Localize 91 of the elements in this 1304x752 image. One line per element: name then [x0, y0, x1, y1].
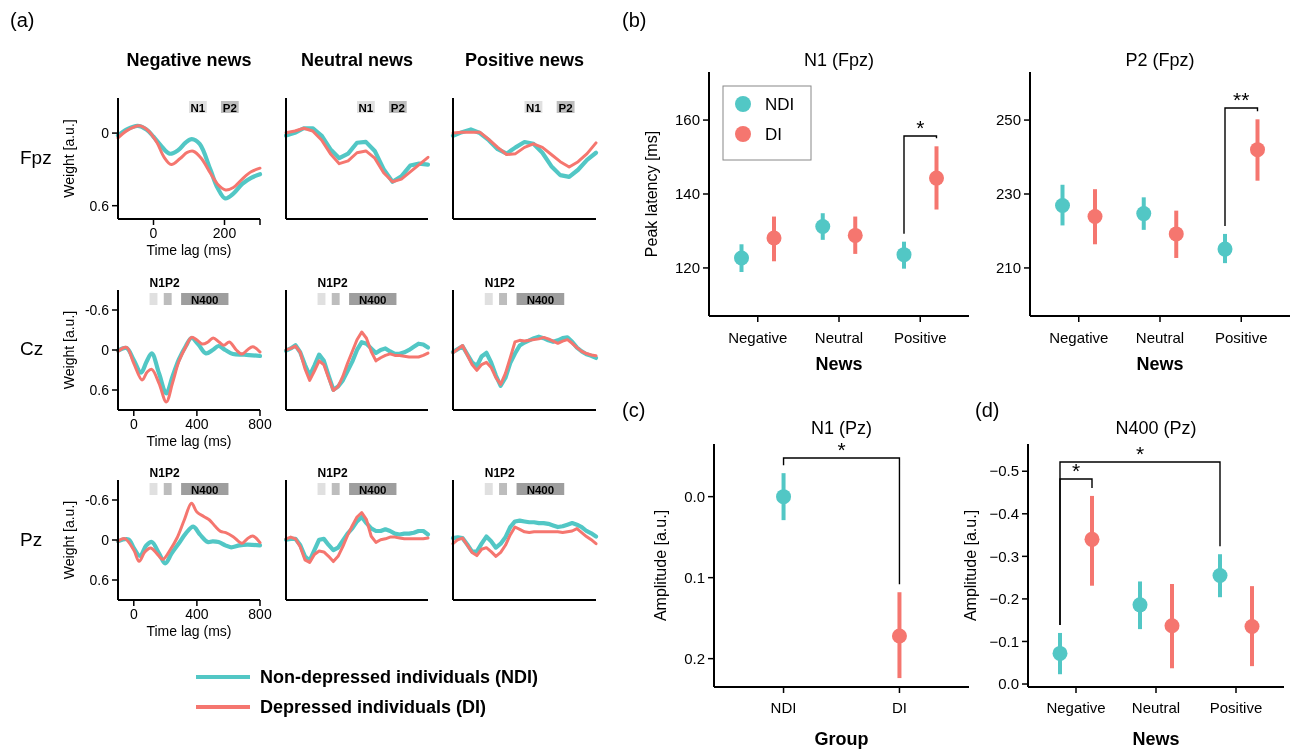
- text: N400: [526, 483, 555, 496]
- text: N400: [526, 293, 555, 306]
- y-axis-title: Peak latency [ms]: [643, 130, 660, 258]
- y-tick-label: -0.6: [84, 491, 110, 508]
- x-tick-label: Neutral: [1131, 699, 1181, 716]
- annotation: *: [916, 116, 925, 139]
- y-tick-label: −0.4: [989, 505, 1019, 523]
- text: Fpz: [20, 147, 52, 168]
- y-tick-label: 0: [101, 124, 110, 141]
- legend-label: NDI: [765, 95, 795, 114]
- x-tick-label: 0: [129, 416, 138, 432]
- x-tick-label: Positive: [1209, 699, 1263, 716]
- y-axis-title: Amplitude [a.u.]: [652, 509, 669, 622]
- chart-title: P2 (Fpz): [1125, 50, 1195, 70]
- x-tick-label: 0: [129, 606, 138, 622]
- x-tick-label: Negative: [728, 329, 788, 346]
- annotation: N1P2: [149, 466, 180, 480]
- chart-title: N1 (Fpz): [803, 50, 875, 70]
- y-tick-label: 0.6: [89, 197, 110, 214]
- y-tick-label: −0.2: [989, 590, 1019, 608]
- x-tick-label: 800: [248, 416, 272, 432]
- band-label: N400: [191, 293, 219, 306]
- chart-title: Positive news: [464, 50, 585, 70]
- x-axis-title: Time lag (ms): [146, 623, 232, 639]
- y-tick-label: 0.1: [684, 568, 705, 586]
- y-tick-label: -0.6: [84, 301, 110, 318]
- annotation: N1P2: [149, 276, 180, 290]
- y-tick-label: 160: [674, 111, 700, 129]
- x-tick-label: 400: [185, 606, 209, 622]
- x-tick-label: NDI: [770, 699, 797, 716]
- legend-label: Depressed individuals (DI): [260, 697, 487, 717]
- x-tick-label: Neutral: [1135, 329, 1185, 346]
- legend-label: DI: [765, 125, 782, 144]
- annotation: *: [1135, 442, 1145, 465]
- x-tick-label: 200: [212, 225, 237, 241]
- chart-title: N400 (Pz): [1115, 418, 1197, 438]
- y-tick-label: −0.3: [989, 547, 1019, 565]
- y-axis-title: Weight [a.u.]: [61, 119, 77, 198]
- y-tick-label: 0.0: [998, 675, 1019, 693]
- y-tick-label: 210: [995, 259, 1021, 277]
- x-axis-title: News: [1136, 354, 1184, 374]
- text: N400: [359, 483, 387, 496]
- text: Cz: [20, 338, 44, 359]
- annotation: *: [837, 438, 846, 461]
- x-axis-title: Group: [814, 729, 869, 749]
- text: N1P2: [484, 466, 516, 480]
- x-tick-label: DI: [891, 699, 907, 716]
- y-axis-title: Amplitude [a.u.]: [962, 509, 979, 622]
- y-axis-title: Weight [a.u.]: [61, 500, 77, 580]
- y-tick-label: 120: [674, 259, 700, 277]
- text: N1P2: [484, 276, 516, 290]
- x-axis-title: News: [1132, 729, 1180, 749]
- text: (d): [975, 399, 1000, 421]
- y-tick-label: 230: [995, 185, 1021, 203]
- y-tick-label: 0: [101, 531, 110, 548]
- chart-title: Negative news: [126, 50, 252, 70]
- y-tick-label: 0.0: [684, 487, 705, 505]
- band-label: N400: [191, 483, 219, 496]
- y-tick-label: 140: [674, 185, 700, 203]
- x-tick-label: 800: [248, 606, 272, 622]
- y-tick-label: 0.2: [684, 649, 705, 667]
- legend-label: Non-depressed individuals (NDI): [260, 667, 539, 687]
- text: (a): [10, 9, 35, 31]
- band-label: P2: [222, 101, 237, 114]
- chart-title: N1 (Pz): [810, 418, 873, 438]
- y-axis-title: Weight [a.u.]: [61, 310, 77, 390]
- x-tick-label: Neutral: [814, 329, 864, 346]
- annotation: *: [1071, 459, 1081, 482]
- y-tick-label: 0.6: [89, 571, 110, 588]
- x-tick-label: Positive: [893, 329, 947, 346]
- y-tick-label: 250: [995, 111, 1021, 129]
- x-tick-label: Negative: [1046, 699, 1106, 716]
- text: N1P2: [317, 276, 348, 290]
- x-tick-label: Negative: [1049, 329, 1109, 346]
- y-tick-label: −0.5: [989, 462, 1019, 480]
- x-axis-title: Time lag (ms): [146, 242, 232, 258]
- chart-title: Neutral news: [300, 50, 414, 70]
- text: (c): [622, 399, 646, 421]
- text: N1P2: [317, 466, 348, 480]
- x-axis-title: Time lag (ms): [146, 433, 232, 449]
- x-tick-label: 400: [185, 416, 209, 432]
- text: Pz: [20, 529, 43, 550]
- annotation: **: [1233, 88, 1250, 111]
- x-tick-label: Positive: [1214, 329, 1268, 346]
- y-tick-label: 0: [101, 341, 110, 358]
- band-label: N1: [190, 101, 206, 114]
- y-tick-label: 0.6: [89, 381, 110, 398]
- text: (b): [622, 9, 647, 31]
- text: N400: [359, 293, 387, 306]
- y-tick-label: −0.1: [989, 632, 1019, 650]
- x-axis-title: News: [815, 354, 863, 374]
